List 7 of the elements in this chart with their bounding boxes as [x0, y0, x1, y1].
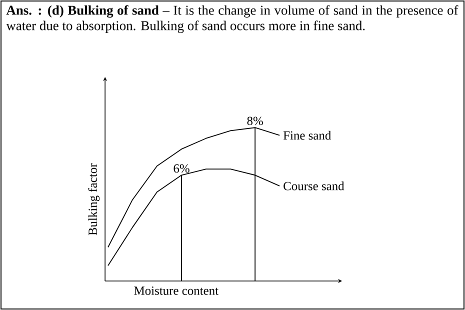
chart-title: Ans. : (d) Bulking of sand – It is the change in volume of sand in the presence of water due to absorption. Bulking of sand occurs more in fine sand. — [6, 5, 458, 34]
x-axis-title: Moisture content — [134, 286, 218, 295]
series-label: Fine sand — [283, 130, 332, 140]
annotation: 6% — [174, 164, 190, 173]
y-axis-title: Bulking factor — [88, 163, 100, 236]
annotation: 8% — [247, 116, 263, 126]
series-label: Course sand — [284, 182, 344, 190]
